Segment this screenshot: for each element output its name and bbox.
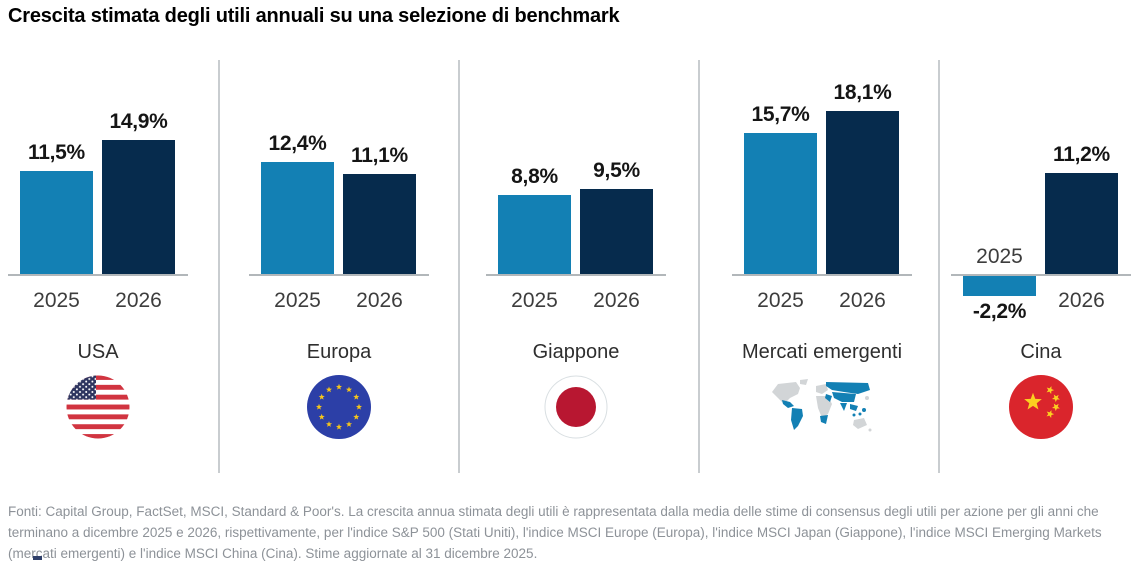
- chart-group-giappone: 8,8% 9,5% 2025 2026 Giappone: [486, 60, 666, 473]
- bar-2026: [826, 111, 899, 274]
- eu-flag-icon: [307, 375, 371, 439]
- world-map-icon: [770, 378, 874, 436]
- value-label-2026: 14,9%: [109, 109, 168, 133]
- column-divider: [698, 60, 700, 473]
- year-label-2025: 2025: [33, 289, 80, 312]
- bar-2025: [744, 132, 817, 274]
- year-label-2025: 2025: [757, 289, 804, 312]
- year-label-2026: 2026: [115, 289, 162, 312]
- bar-2026: [1045, 173, 1118, 274]
- value-label-2025: 8,8%: [511, 164, 558, 188]
- bar-2025: [261, 162, 334, 274]
- chart-group-europa: 12,4% 11,1% 2025 2026 Europa: [249, 60, 429, 473]
- chart-group-cina: -2,2% 11,2% 2025 2026 Cina: [951, 60, 1131, 473]
- value-label-2026: 18,1%: [833, 81, 892, 105]
- bottom-edge-artifact: [33, 556, 42, 560]
- bar-2026: [343, 174, 416, 274]
- country-label: Giappone: [532, 341, 620, 363]
- year-label-2026: 2026: [356, 289, 403, 312]
- column-divider: [218, 60, 220, 473]
- column-divider: [458, 60, 460, 473]
- axis-baseline: [8, 274, 188, 276]
- year-label-2026: 2026: [1058, 289, 1105, 312]
- value-label-2025: 15,7%: [751, 102, 810, 126]
- chart-title: Crescita stimata degli utili annuali su …: [8, 5, 620, 27]
- year-label-2026: 2026: [839, 289, 886, 312]
- bar-2025: [498, 194, 571, 274]
- bar-2026: [102, 139, 175, 274]
- year-label-2026: 2026: [593, 289, 640, 312]
- bar-2025: [20, 170, 93, 274]
- bar-2026: [580, 188, 653, 274]
- country-label: Europa: [306, 341, 372, 363]
- value-label-2026: 11,2%: [1053, 143, 1110, 167]
- axis-baseline: [951, 274, 1131, 276]
- value-label-2025: -2,2%: [972, 299, 1027, 323]
- value-label-2025: 11,5%: [28, 140, 85, 164]
- year-label-2025: 2025: [274, 289, 321, 312]
- japan-flag-icon: [544, 375, 608, 439]
- axis-baseline: [249, 274, 429, 276]
- country-label: Cina: [1020, 341, 1062, 363]
- value-label-2025: 12,4%: [268, 132, 327, 156]
- chart-group-usa: 11,5% 14,9% 2025 2026 USA: [8, 60, 188, 473]
- source-footnote: Fonti: Capital Group, FactSet, MSCI, Sta…: [8, 504, 1102, 561]
- year-label-2025: 2025: [511, 289, 558, 312]
- value-label-2026: 11,1%: [351, 144, 408, 168]
- usa-flag-icon: [66, 375, 130, 439]
- country-label: Mercati emergenti: [741, 341, 903, 363]
- column-divider: [938, 60, 940, 473]
- axis-baseline: [732, 274, 912, 276]
- country-label: USA: [77, 341, 119, 363]
- year-label-2025: 2025: [976, 245, 1023, 268]
- china-flag-icon: [1009, 375, 1073, 439]
- bar-2025: [963, 276, 1036, 296]
- value-label-2026: 9,5%: [593, 158, 640, 182]
- chart-group-mercati-emergenti: 15,7% 18,1% 2025 2026 Mercati emergenti: [732, 60, 912, 473]
- axis-baseline: [486, 274, 666, 276]
